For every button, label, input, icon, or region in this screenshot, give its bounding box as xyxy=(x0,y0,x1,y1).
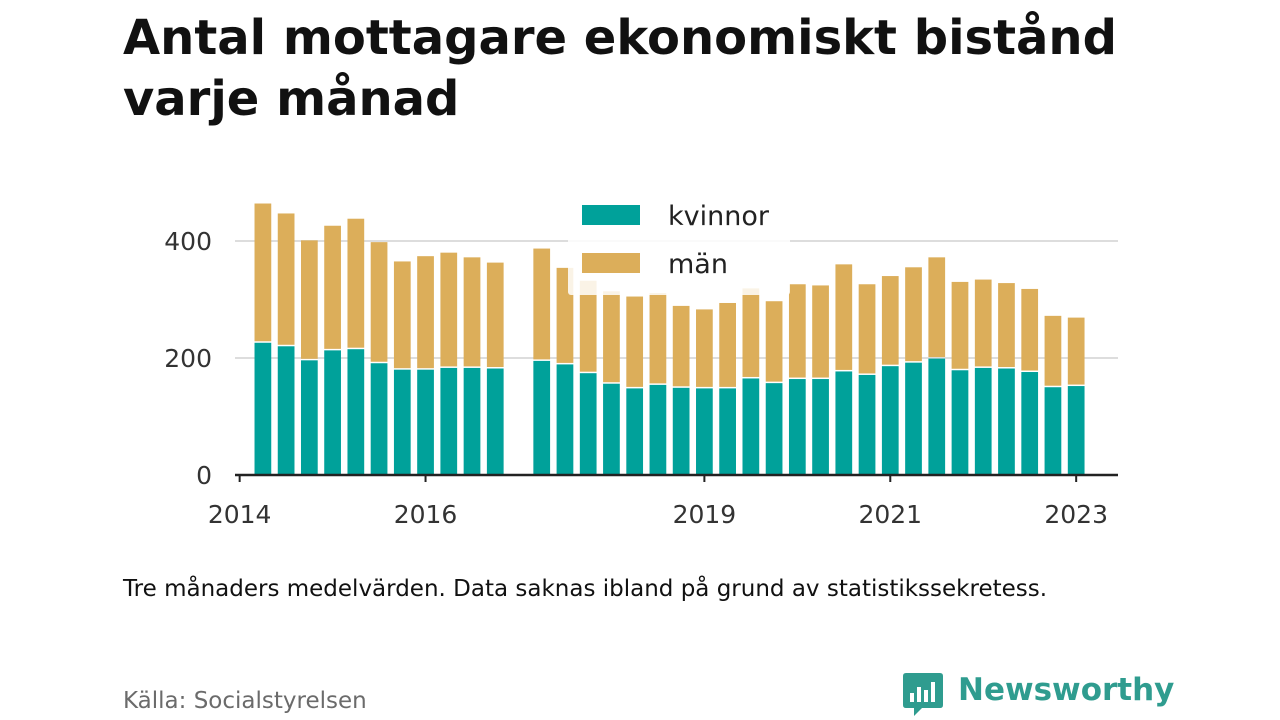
bar-kvinnor xyxy=(393,369,411,475)
legend-swatch xyxy=(582,205,640,225)
bar-man xyxy=(858,284,876,374)
bar-man xyxy=(370,242,388,362)
legend-swatch xyxy=(582,253,640,273)
legend: kvinnor män xyxy=(568,193,790,295)
x-tick-label: 2016 xyxy=(394,500,458,529)
bar-man xyxy=(1067,317,1085,385)
bar-man xyxy=(928,257,946,358)
chart-note: Tre månaders medelvärden. Data saknas ib… xyxy=(123,576,1048,602)
bar-man xyxy=(1044,315,1062,386)
newsworthy-logo-text: Newsworthy xyxy=(958,672,1175,708)
bar-man xyxy=(579,280,597,372)
bar-kvinnor xyxy=(486,368,504,475)
y-tick-label: 200 xyxy=(164,344,212,373)
bar-man xyxy=(742,288,760,377)
bar-man xyxy=(324,225,341,349)
bar-man xyxy=(696,309,713,387)
legend-label: kvinnor xyxy=(668,201,770,232)
x-axis-ticks: 2014 2016 2019 2021 2023 xyxy=(208,475,1108,529)
bar-man xyxy=(905,267,922,362)
bar-kvinnor xyxy=(742,378,760,475)
bar-kvinnor xyxy=(835,371,853,475)
bar-kvinnor xyxy=(765,383,783,475)
bar-kvinnor xyxy=(300,360,318,475)
chart-title: Antal mottagare ekonomiskt bistånd varje… xyxy=(123,10,1117,127)
bar-kvinnor xyxy=(858,374,876,475)
bar-kvinnor xyxy=(1021,372,1039,475)
bar-man xyxy=(672,305,690,387)
bar-man xyxy=(417,256,434,369)
bar-kvinnor xyxy=(812,379,829,475)
x-tick-label: 2021 xyxy=(858,500,922,529)
bar-man xyxy=(719,302,736,387)
bar-kvinnor xyxy=(556,364,574,475)
bars xyxy=(254,203,1085,475)
bar-kvinnor xyxy=(417,369,434,475)
bar-man xyxy=(765,301,783,382)
bar-kvinnor xyxy=(254,342,272,475)
x-tick-label: 2014 xyxy=(208,500,272,529)
bar-kvinnor xyxy=(1044,387,1062,475)
newsworthy-logo-icon xyxy=(903,673,943,716)
bar-man xyxy=(812,285,829,378)
y-axis-ticks: 0 200 400 xyxy=(164,227,212,490)
bar-man xyxy=(463,257,481,367)
bar-kvinnor xyxy=(626,388,644,475)
bar-man xyxy=(881,276,899,365)
bar-man xyxy=(603,291,620,383)
bar-man xyxy=(974,279,992,367)
bar-kvinnor xyxy=(672,387,690,475)
legend-label: män xyxy=(668,249,728,280)
bar-man xyxy=(788,284,806,378)
bar-kvinnor xyxy=(951,370,969,475)
bar-man xyxy=(277,213,295,345)
bar-kvinnor xyxy=(277,346,295,475)
bar-kvinnor xyxy=(905,362,922,475)
bar-kvinnor xyxy=(533,360,551,475)
bar-kvinnor xyxy=(881,366,899,475)
bar-kvinnor xyxy=(788,379,806,475)
bar-man xyxy=(998,283,1015,368)
bar-kvinnor xyxy=(370,363,388,475)
bar-kvinnor xyxy=(463,367,481,475)
bar-kvinnor xyxy=(696,388,713,475)
bar-man xyxy=(347,218,365,348)
bar-man xyxy=(1021,288,1039,371)
bar-kvinnor xyxy=(649,384,667,475)
bar-kvinnor xyxy=(579,373,597,475)
x-tick-label: 2023 xyxy=(1044,500,1108,529)
bar-kvinnor xyxy=(928,358,946,475)
bar-man xyxy=(440,252,458,367)
bar-kvinnor xyxy=(998,368,1015,475)
bar-kvinnor xyxy=(603,383,620,475)
y-tick-label: 0 xyxy=(196,461,212,490)
bar-man xyxy=(300,240,318,359)
bar-kvinnor xyxy=(719,388,736,475)
bar-man xyxy=(951,281,969,369)
bar-kvinnor xyxy=(1067,386,1085,475)
bar-kvinnor xyxy=(440,367,458,475)
bar-man xyxy=(393,261,411,369)
bar-kvinnor xyxy=(347,349,365,475)
source-credit: Källa: Socialstyrelsen xyxy=(123,688,367,714)
y-tick-label: 400 xyxy=(164,227,212,256)
bar-kvinnor xyxy=(324,350,341,475)
bar-man xyxy=(254,203,272,342)
bar-kvinnor xyxy=(974,367,992,475)
bar-man xyxy=(626,296,644,387)
bar-man xyxy=(533,248,551,360)
bar-man xyxy=(835,264,853,370)
x-tick-label: 2019 xyxy=(673,500,737,529)
bar-man xyxy=(486,262,504,368)
bar-man xyxy=(649,293,667,384)
